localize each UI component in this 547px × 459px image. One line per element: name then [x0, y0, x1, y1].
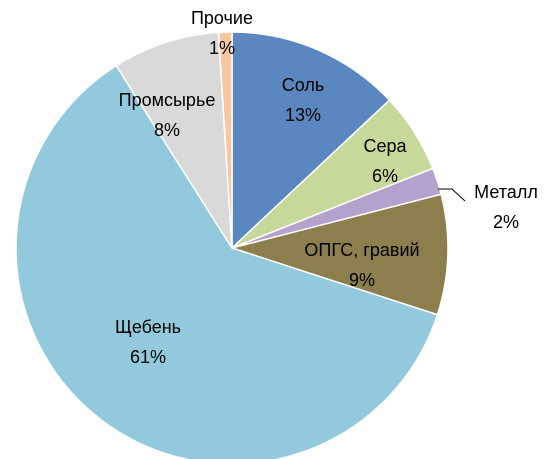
value-label: 8% — [154, 120, 180, 140]
pie-slice — [231, 31, 391, 250]
slice-label: Прочие — [191, 8, 253, 28]
pie-slice — [229, 193, 449, 316]
value-label: 61% — [130, 347, 166, 367]
leader-line — [438, 188, 466, 202]
slice-label: Промсырье — [119, 90, 216, 110]
value-label: 9% — [349, 270, 375, 290]
value-label: 13% — [285, 105, 321, 125]
slice-label: Щебень — [115, 317, 181, 337]
pie-slice — [115, 31, 233, 249]
slice-label: Соль — [282, 75, 325, 95]
slice-label: Металл — [474, 182, 538, 202]
pie-slice — [15, 64, 439, 459]
slice-label: ОПГС, гравий — [304, 240, 419, 260]
value-label: 2% — [493, 212, 519, 232]
value-label: 1% — [209, 38, 235, 58]
slice-label: Сера — [363, 136, 407, 156]
value-label: 6% — [372, 166, 398, 186]
pie-slice — [217, 31, 233, 249]
